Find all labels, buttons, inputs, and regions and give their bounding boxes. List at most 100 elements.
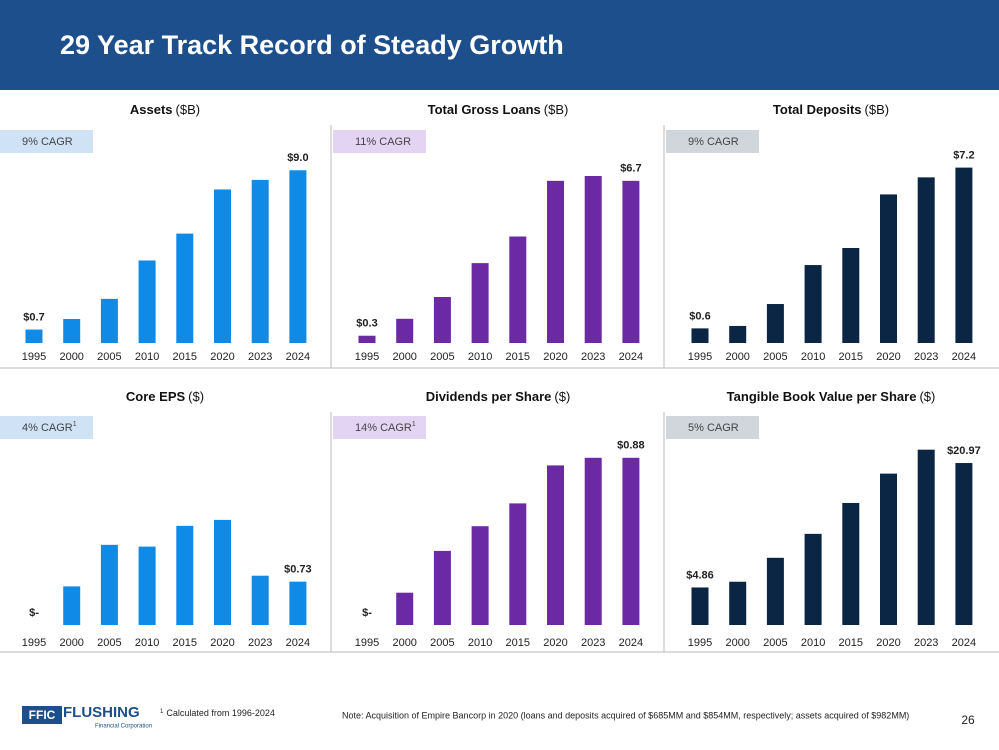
bar <box>691 587 709 625</box>
bar <box>471 263 489 343</box>
cagr-mark: 1 <box>412 421 416 428</box>
x-tick-label: 2020 <box>876 637 900 649</box>
x-tick-label: 2010 <box>801 637 825 649</box>
x-tick-label: 2000 <box>725 351 749 363</box>
x-tick-label: 2020 <box>210 351 234 363</box>
bar <box>214 519 231 625</box>
x-tick-label: 2000 <box>392 351 416 363</box>
cagr-badge <box>333 416 426 439</box>
x-tick-label: 2010 <box>468 637 492 649</box>
value-label: $9.0 <box>287 152 308 164</box>
cagr-badge <box>333 130 426 153</box>
x-tick-label: 2023 <box>248 637 272 649</box>
value-label: $6.7 <box>620 163 641 175</box>
bar <box>396 318 414 343</box>
cagr-mark: 1 <box>73 421 77 428</box>
bar <box>691 328 709 343</box>
panel-title-unit: ($) <box>554 389 570 404</box>
x-tick-label: 2020 <box>543 351 567 363</box>
cagr-text: 11% CAGR <box>355 136 411 148</box>
x-tick-label: 2023 <box>581 351 605 363</box>
bar <box>804 533 822 625</box>
bar <box>289 170 307 343</box>
header-band <box>0 0 999 90</box>
x-tick-label: 1995 <box>355 351 379 363</box>
x-tick-label: 2000 <box>59 351 83 363</box>
bar <box>547 465 564 625</box>
x-tick-label: 2005 <box>430 351 454 363</box>
x-tick-label: 2015 <box>506 637 530 649</box>
x-tick-label: 2000 <box>59 637 83 649</box>
cagr-label: 11% CAGR <box>355 136 411 148</box>
cagr-text: 9% CAGR <box>22 136 73 148</box>
x-tick-label: 1995 <box>688 637 712 649</box>
x-tick-label: 2010 <box>801 351 825 363</box>
x-tick-label: 2023 <box>581 637 605 649</box>
x-tick-label: 2015 <box>839 351 863 363</box>
value-label: $0.3 <box>356 318 377 330</box>
logo-box <box>22 706 62 724</box>
bar <box>396 592 414 625</box>
logo-name: FLUSHING <box>63 704 140 721</box>
slide-title: 29 Year Track Record of Steady Growth <box>60 30 564 60</box>
x-tick-label: 2015 <box>839 637 863 649</box>
x-tick-label: 2024 <box>286 637 310 649</box>
x-tick-label: 2024 <box>619 637 643 649</box>
bar <box>584 175 602 343</box>
cagr-badge <box>666 130 759 153</box>
x-tick-label: 2005 <box>430 637 454 649</box>
bar <box>251 575 269 625</box>
cagr-text: 14% CAGR <box>355 422 412 434</box>
x-tick-label: 2010 <box>135 637 159 649</box>
bar <box>138 260 156 343</box>
panel-title: Total Gross Loans ($B) <box>428 102 569 117</box>
x-tick-label: 2024 <box>619 351 643 363</box>
x-tick-label: 2005 <box>763 351 787 363</box>
bar <box>358 335 376 343</box>
x-tick-label: 2000 <box>725 637 749 649</box>
bar <box>471 526 489 625</box>
bar <box>25 329 43 343</box>
x-tick-label: 1995 <box>355 637 379 649</box>
x-tick-label: 2024 <box>952 637 976 649</box>
x-tick-label: 2010 <box>135 351 159 363</box>
panel-title: Assets ($B) <box>130 102 200 117</box>
bar <box>584 457 602 625</box>
bar <box>842 248 860 343</box>
cagr-text: 4% CAGR <box>22 422 73 434</box>
panel-title: Tangible Book Value per Share ($) <box>727 389 936 404</box>
x-tick-label: 2015 <box>173 637 197 649</box>
x-tick-label: 2023 <box>248 351 272 363</box>
bar <box>100 298 118 343</box>
bar <box>622 457 640 625</box>
logo: FFIC FLUSHING Financial Corporation <box>22 704 152 730</box>
bar <box>955 167 973 343</box>
bar <box>176 525 194 625</box>
bar <box>729 325 747 343</box>
panel-title: Dividends per Share ($) <box>426 389 571 404</box>
bar <box>622 180 640 343</box>
panel-title-main: Total Deposits <box>773 102 862 117</box>
x-tick-label: 2000 <box>392 637 416 649</box>
logo-mark: FFIC <box>29 708 56 722</box>
bar <box>547 180 564 343</box>
x-tick-label: 2015 <box>506 351 530 363</box>
logo-sub: Financial Corporation <box>95 724 152 730</box>
footnote-mark: 1 <box>160 709 164 715</box>
panel-title-unit: ($B) <box>544 102 569 117</box>
panel-title-main: Total Gross Loans <box>428 102 541 117</box>
x-tick-label: 2020 <box>876 351 900 363</box>
bar <box>138 546 156 625</box>
cagr-label: 4% CAGR1 <box>22 421 77 434</box>
x-tick-label: 1995 <box>688 351 712 363</box>
cagr-label: 9% CAGR <box>688 136 739 148</box>
value-label: $0.7 <box>23 311 44 323</box>
cagr-badge <box>666 416 759 439</box>
value-label: $0.88 <box>617 440 645 452</box>
value-label: $0.73 <box>284 564 312 576</box>
bar <box>289 581 307 625</box>
x-tick-label: 2020 <box>543 637 567 649</box>
bar <box>63 586 81 625</box>
panel-title-unit: ($B) <box>176 102 201 117</box>
bar <box>214 189 231 343</box>
